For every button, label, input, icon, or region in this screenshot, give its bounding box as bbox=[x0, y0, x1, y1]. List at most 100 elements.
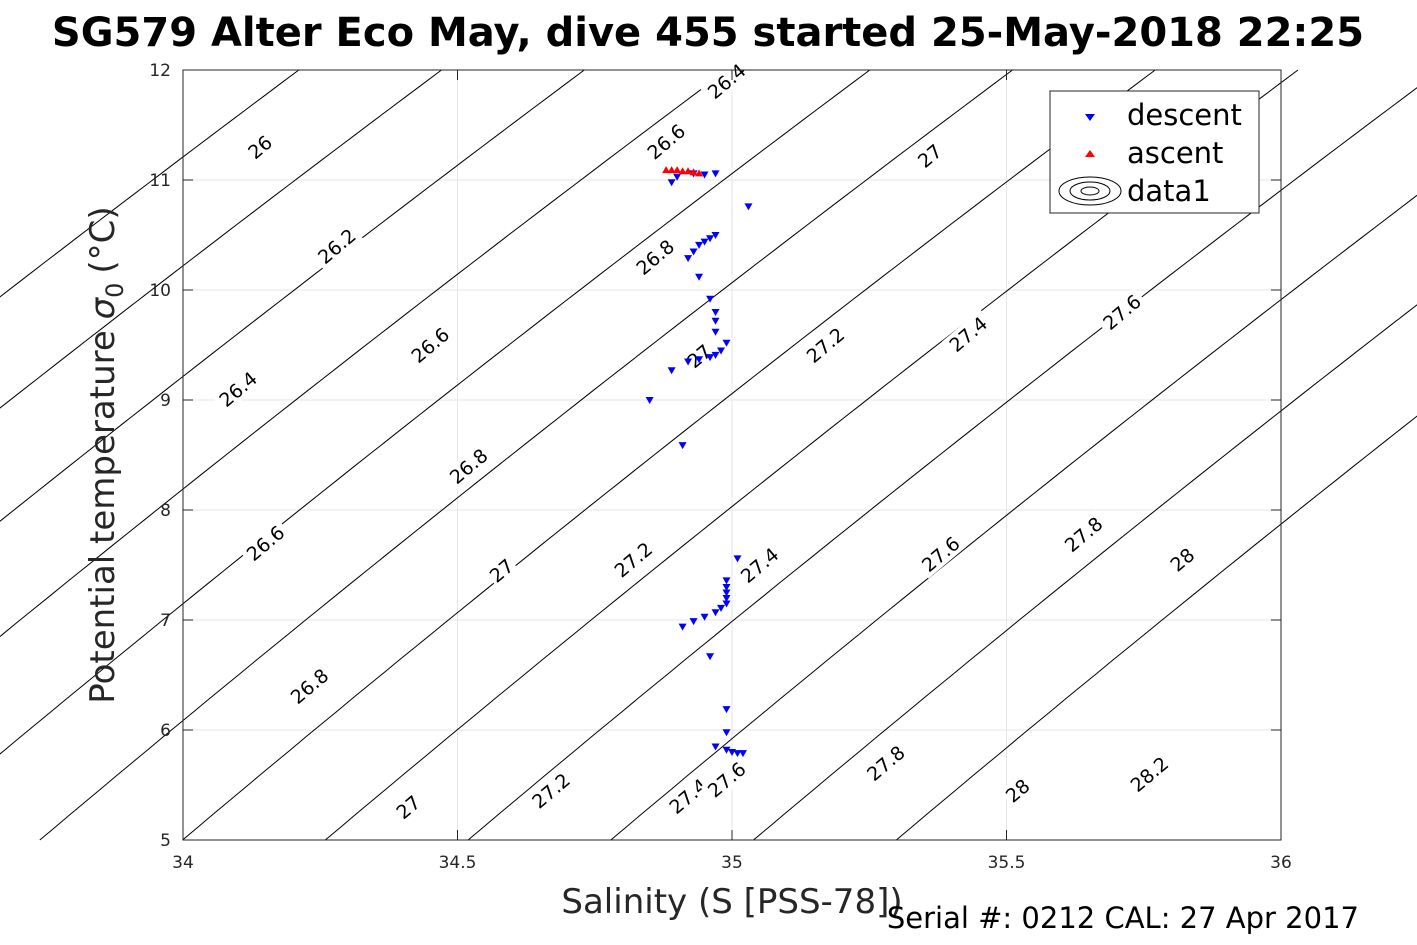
descent-point bbox=[722, 729, 731, 737]
contour-label-bg bbox=[442, 441, 495, 491]
isopycnal-27.6 bbox=[467, 87, 1417, 841]
descent-point bbox=[711, 170, 720, 178]
descent-point bbox=[722, 600, 731, 608]
y-tick-label: 11 bbox=[149, 171, 171, 191]
ascent-point bbox=[684, 167, 693, 175]
contour-label-bg bbox=[799, 320, 852, 370]
y-tick-label: 5 bbox=[160, 831, 171, 851]
descent-point bbox=[722, 595, 731, 602]
descent-point bbox=[706, 653, 715, 661]
isopycnal-28 bbox=[753, 304, 1417, 841]
contour-label-bg bbox=[242, 129, 278, 165]
y-tick-label: 12 bbox=[149, 61, 171, 81]
grid-lines bbox=[183, 70, 1281, 840]
ascent-point bbox=[689, 168, 698, 176]
x-tick-label: 34 bbox=[172, 853, 194, 873]
descent-point bbox=[711, 232, 720, 239]
descent-point bbox=[711, 609, 720, 617]
descent-point bbox=[722, 589, 731, 597]
descent-point bbox=[722, 577, 731, 585]
descent-point bbox=[722, 339, 731, 347]
contour-label-bg bbox=[524, 766, 578, 815]
descent-point bbox=[700, 238, 709, 246]
y-tick-label: 9 bbox=[160, 391, 171, 411]
descent-point bbox=[722, 746, 731, 754]
descent-point bbox=[706, 295, 715, 303]
descent-point bbox=[700, 613, 709, 621]
contour-label-bg bbox=[283, 661, 336, 711]
contour-label-bg bbox=[1057, 509, 1110, 559]
contour-label-bg bbox=[1164, 542, 1200, 577]
descent-point bbox=[733, 750, 742, 758]
legend-box bbox=[1049, 90, 1260, 214]
legend-descent-label: descent bbox=[1127, 98, 1242, 132]
x-tick-label: 35.5 bbox=[988, 853, 1026, 873]
contour-label-bg bbox=[310, 221, 363, 271]
contour-label-bg bbox=[639, 117, 693, 166]
isopycnal-contours bbox=[0, 69, 1417, 841]
x-tick-label: 34.5 bbox=[439, 853, 477, 873]
y-axis-label-subscript: 0 bbox=[101, 283, 129, 298]
descent-point bbox=[667, 367, 676, 375]
descent-point bbox=[711, 309, 720, 316]
ascent-point bbox=[673, 166, 682, 174]
x-tick-label: 36 bbox=[1270, 853, 1292, 873]
contour-label-bg bbox=[403, 320, 457, 370]
descent-point bbox=[706, 354, 715, 362]
descent-point bbox=[722, 584, 731, 591]
isopycnal-26.2 bbox=[0, 69, 442, 409]
descent-point bbox=[689, 618, 698, 626]
y-axis-label-symbol: σ bbox=[83, 296, 123, 319]
y-tick-label: 6 bbox=[160, 721, 171, 741]
descent-point bbox=[711, 317, 720, 325]
ascent-point bbox=[667, 166, 676, 174]
y-axis-label-unit: (°C) bbox=[83, 206, 123, 273]
axis-ticks: 34 34.5 35 35.5 36 5 6 7 8 9 10 11 12 bbox=[149, 61, 1291, 873]
descent-point bbox=[744, 203, 753, 211]
contour-label-bg bbox=[700, 755, 753, 804]
contour-label-bg bbox=[733, 540, 786, 590]
y-tick-label: 8 bbox=[160, 501, 171, 521]
legend-contour-icon bbox=[1058, 176, 1122, 206]
ascent-point bbox=[662, 166, 671, 174]
x-tick-label: 35 bbox=[721, 853, 743, 873]
ascent-point bbox=[695, 169, 704, 177]
descent-point bbox=[689, 248, 698, 256]
isopycnal-26 bbox=[0, 69, 300, 298]
chart-title: SG579 Alter Eco May, dive 455 started 25… bbox=[52, 10, 1364, 56]
descent-point bbox=[722, 706, 731, 714]
descent-point bbox=[711, 351, 720, 359]
contour-label-bg bbox=[1122, 749, 1176, 799]
isopycnal-26.6 bbox=[0, 69, 728, 638]
descent-point bbox=[678, 442, 687, 450]
descent-point bbox=[684, 358, 693, 366]
contour-label-bg bbox=[483, 553, 520, 588]
contour-label-bg bbox=[999, 773, 1036, 808]
legend-ascent-label: ascent bbox=[1127, 136, 1223, 170]
contour-label-bg bbox=[628, 232, 682, 282]
descent-point bbox=[673, 173, 682, 181]
contour-label-bg bbox=[941, 309, 995, 359]
descent-point bbox=[706, 235, 715, 243]
descent-point bbox=[711, 328, 720, 336]
y-tick-label: 10 bbox=[149, 281, 171, 301]
contour-label-bg bbox=[700, 56, 753, 106]
contour-label-bg bbox=[661, 771, 715, 821]
legend: descent ascent data1 bbox=[1049, 90, 1260, 214]
contour-label-bg bbox=[390, 789, 426, 825]
descent-point bbox=[695, 356, 704, 364]
descent-point bbox=[717, 347, 726, 355]
legend-ascent-marker bbox=[1085, 150, 1095, 157]
descent-point bbox=[711, 743, 720, 751]
contour-label-bg bbox=[681, 338, 717, 374]
isopycnal-27 bbox=[39, 69, 1013, 841]
isopycnal-28.2 bbox=[895, 415, 1417, 841]
isopycnal-27.8 bbox=[610, 194, 1417, 841]
y-axis-label-text: Potential temperature bbox=[83, 330, 123, 703]
contour-label-bg bbox=[211, 364, 265, 414]
y-tick-label: 7 bbox=[160, 611, 171, 631]
contour-label-bg bbox=[1095, 287, 1149, 337]
data-points bbox=[645, 166, 753, 758]
descent-point bbox=[684, 255, 693, 263]
